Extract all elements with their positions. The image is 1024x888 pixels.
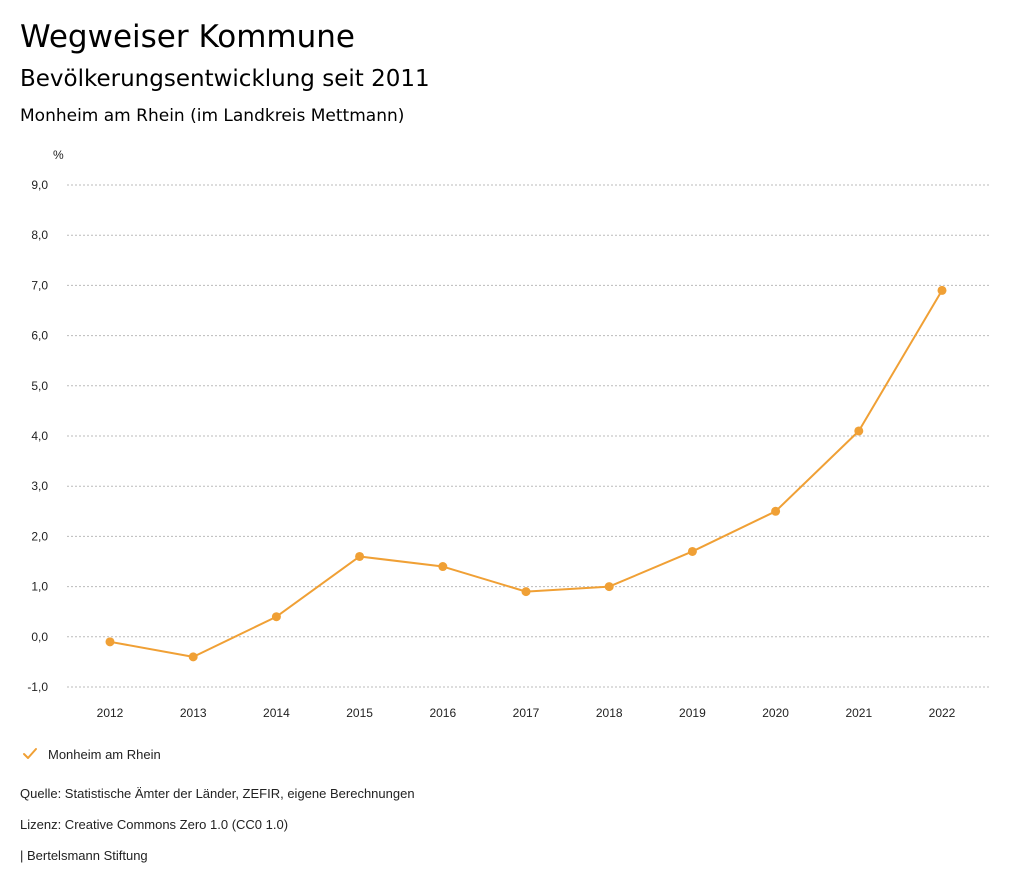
region-label: Monheim am Rhein (im Landkreis Mettmann) <box>20 106 405 126</box>
y-axis-unit-label: % <box>53 148 64 162</box>
x-tick-label: 2014 <box>263 706 290 720</box>
x-tick-label: 2021 <box>845 706 872 720</box>
data-point[interactable]: 2012: -0.1 <box>105 637 115 647</box>
data-point[interactable]: 2020: 2.5 <box>771 506 781 516</box>
source-note: Quelle: Statistische Ämter der Länder, Z… <box>20 786 415 801</box>
data-point[interactable]: 2018: 1 <box>604 582 614 592</box>
check-icon <box>23 748 37 759</box>
x-tick-label: 2015 <box>346 706 373 720</box>
x-tick-label: 2020 <box>762 706 789 720</box>
line-chart: % -1,0 0,0 1,0 2,0 3,0 4,0 5,0 6,0 7,0 8,0 9,0 201… <box>27 148 990 720</box>
x-tick-label: 2016 <box>429 706 456 720</box>
x-tick-label: 2022 <box>929 706 956 720</box>
publisher-note: | Bertelsmann Stiftung <box>20 848 148 863</box>
y-tick-label: 0,0 <box>31 630 48 644</box>
license-note: Lizenz: Creative Commons Zero 1.0 (CC0 1… <box>20 817 289 832</box>
legend-item-monheim[interactable]: Monheim am Rhein <box>22 744 161 764</box>
y-tick-label: 4,0 <box>31 429 48 443</box>
y-tick-label: 1,0 <box>31 580 48 594</box>
data-point[interactable]: 2021: 4.1 <box>854 426 864 436</box>
page-title: Wegweiser Kommune <box>20 19 355 55</box>
y-tick-label: 3,0 <box>31 479 48 493</box>
data-point[interactable]: 2022: 6.9 <box>937 285 947 295</box>
data-point[interactable]: 2016: 1.4 <box>438 562 448 572</box>
x-tick-label: 2018 <box>596 706 623 720</box>
y-tick-label: 9,0 <box>31 178 48 192</box>
y-tick-label: 7,0 <box>31 278 48 292</box>
y-tick-label: 2,0 <box>31 529 48 543</box>
data-point[interactable]: 2015: 1.6 <box>355 551 365 561</box>
data-point[interactable]: 2013: -0.4 <box>188 652 198 662</box>
series-line <box>109 289 943 658</box>
data-point[interactable]: 2019: 1.7 <box>687 546 697 556</box>
y-tick-label: 8,0 <box>31 228 48 242</box>
chart-subtitle: Bevölkerungsentwicklung seit 2011 <box>20 66 430 92</box>
x-tick-label: 2019 <box>679 706 706 720</box>
x-tick-label: 2012 <box>97 706 124 720</box>
x-tick-label: 2017 <box>513 706 540 720</box>
x-tick-label: 2013 <box>180 706 207 720</box>
data-point[interactable]: 2017: 0.9 <box>521 587 531 597</box>
data-point[interactable]: 2014: 0.4 <box>271 612 281 622</box>
y-tick-label: 5,0 <box>31 379 48 393</box>
legend-label: Monheim am Rhein <box>48 746 161 762</box>
y-tick-label: 6,0 <box>31 329 48 343</box>
y-tick-label: -1,0 <box>27 680 48 694</box>
